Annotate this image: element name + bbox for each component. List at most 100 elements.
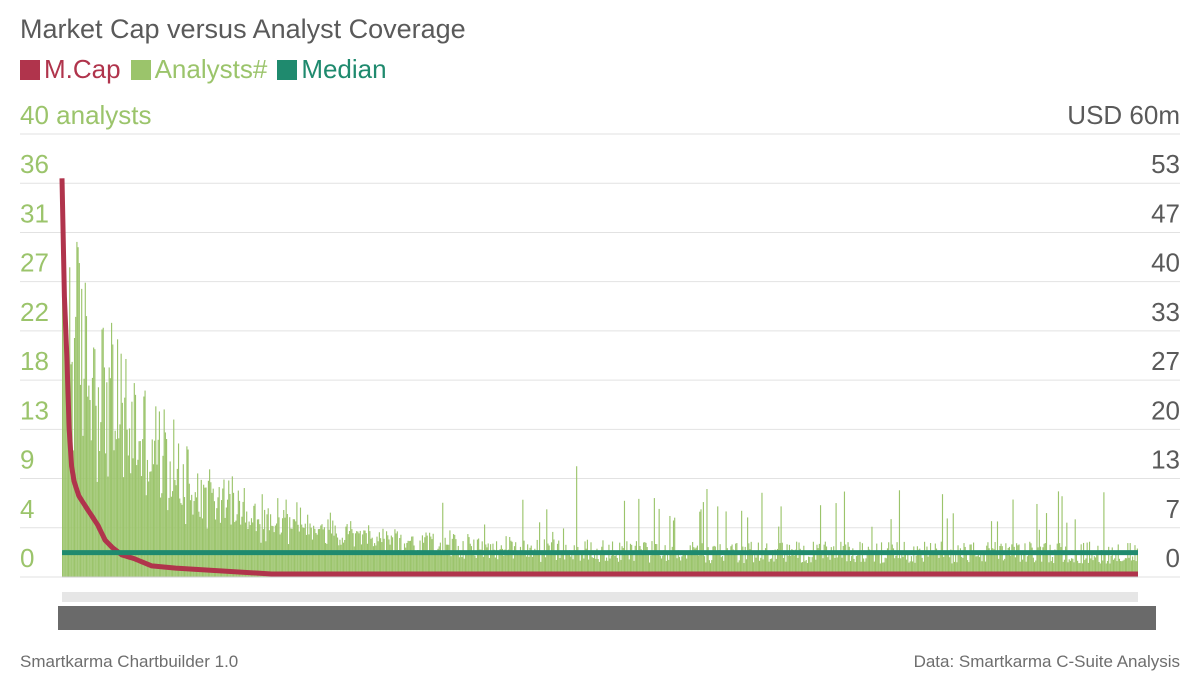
analyst-bar bbox=[267, 508, 269, 577]
analyst-bar bbox=[1004, 558, 1006, 577]
analyst-bar bbox=[927, 556, 929, 577]
left-tick-label: 4 bbox=[20, 494, 34, 524]
left-tick-label: 0 bbox=[20, 543, 34, 573]
analyst-bar bbox=[1032, 557, 1034, 577]
analyst-bar bbox=[987, 542, 989, 577]
analyst-bar bbox=[956, 562, 958, 577]
analyst-bar bbox=[729, 551, 731, 577]
analyst-bar bbox=[1128, 557, 1130, 577]
analyst-bar bbox=[250, 518, 253, 577]
analyst-bar bbox=[645, 542, 647, 577]
analyst-bar bbox=[846, 561, 848, 577]
analyst-bar bbox=[965, 551, 967, 577]
analyst-bar bbox=[504, 549, 506, 577]
analyst-bar bbox=[589, 552, 591, 577]
legend-swatch-mcap bbox=[20, 59, 40, 80]
analyst-bar bbox=[796, 541, 798, 577]
analyst-bar bbox=[1025, 561, 1027, 577]
analyst-bar bbox=[158, 411, 160, 577]
analyst-bar bbox=[1078, 563, 1080, 577]
analyst-bar bbox=[485, 544, 487, 577]
analyst-bar bbox=[1116, 561, 1118, 577]
analyst-bar bbox=[951, 563, 953, 577]
analyst-bar bbox=[950, 549, 952, 577]
analyst-bar bbox=[918, 549, 920, 577]
analyst-bar bbox=[405, 547, 407, 577]
analyst-bar bbox=[170, 496, 172, 577]
analyst-bar bbox=[583, 558, 585, 577]
analyst-bar bbox=[568, 550, 571, 577]
analyst-bar bbox=[277, 498, 279, 577]
analyst-bar bbox=[131, 401, 133, 577]
analyst-bar bbox=[339, 539, 341, 577]
analyst-bar bbox=[151, 439, 153, 577]
analyst-bar bbox=[260, 542, 262, 577]
analyst-bar bbox=[546, 509, 548, 577]
analyst-bar bbox=[555, 559, 557, 577]
analyst-bar bbox=[253, 505, 255, 577]
analyst-bar bbox=[1050, 561, 1052, 577]
analyst-bar bbox=[207, 480, 209, 577]
analyst-bar bbox=[714, 546, 716, 577]
analyst-bar bbox=[732, 549, 734, 577]
analyst-bar bbox=[689, 545, 691, 577]
analyst-bar bbox=[108, 367, 110, 577]
analyst-bar bbox=[988, 548, 990, 577]
analyst-bar bbox=[975, 556, 977, 577]
analyst-bar bbox=[554, 554, 556, 577]
analyst-bar bbox=[837, 553, 840, 577]
chart-title: Market Cap versus Analyst Coverage bbox=[20, 14, 466, 44]
analyst-bar bbox=[970, 544, 972, 577]
analyst-bar bbox=[986, 545, 988, 577]
analyst-bar bbox=[1099, 563, 1101, 577]
analyst-bar bbox=[1057, 491, 1060, 577]
analyst-bar bbox=[695, 547, 697, 577]
analyst-bar bbox=[766, 543, 768, 577]
analyst-bar bbox=[924, 541, 926, 577]
analyst-bar bbox=[450, 556, 452, 577]
analyst-bar bbox=[1063, 559, 1066, 577]
analyst-bar bbox=[579, 560, 581, 577]
analyst-bar bbox=[160, 497, 162, 577]
analyst-bar bbox=[211, 492, 213, 577]
analyst-bar bbox=[495, 541, 498, 577]
right-tick-label: 27 bbox=[1151, 346, 1180, 376]
analyst-bar bbox=[577, 546, 579, 577]
analyst-bar bbox=[747, 517, 749, 577]
analyst-bar bbox=[501, 548, 504, 577]
analyst-bar bbox=[683, 551, 685, 577]
analyst-bar bbox=[819, 505, 822, 577]
analyst-bar bbox=[768, 561, 770, 577]
analyst-bar bbox=[928, 552, 930, 577]
analyst-bar bbox=[256, 519, 259, 577]
analyst-bar bbox=[829, 559, 831, 577]
analyst-bar bbox=[817, 548, 819, 577]
analyst-bar bbox=[578, 554, 580, 577]
analyst-bar bbox=[623, 500, 626, 577]
analyst-bar bbox=[835, 503, 837, 577]
analyst-bar bbox=[121, 402, 123, 577]
analyst-bar bbox=[843, 491, 846, 577]
analyst-bar bbox=[372, 546, 374, 577]
analyst-bar bbox=[1130, 560, 1132, 577]
left-tick-label: 13 bbox=[20, 395, 49, 425]
analyst-bar bbox=[1115, 551, 1117, 577]
analyst-bar bbox=[705, 562, 707, 577]
analyst-bar bbox=[1127, 543, 1129, 577]
analyst-bar bbox=[1000, 543, 1002, 577]
analyst-bar bbox=[238, 500, 241, 577]
analyst-bar bbox=[1011, 544, 1013, 577]
analyst-bar bbox=[749, 549, 751, 577]
analyst-bar bbox=[432, 533, 434, 577]
analyst-bar bbox=[509, 536, 511, 577]
analyst-bar bbox=[785, 561, 787, 577]
analyst-bar bbox=[393, 552, 395, 577]
analyst-bar bbox=[669, 515, 671, 577]
analyst-bar bbox=[1014, 557, 1016, 577]
analyst-bar bbox=[518, 553, 520, 577]
analyst-bar bbox=[67, 376, 70, 577]
analyst-bar bbox=[558, 540, 560, 577]
analyst-bar bbox=[776, 548, 779, 577]
analyst-bar bbox=[650, 555, 652, 577]
